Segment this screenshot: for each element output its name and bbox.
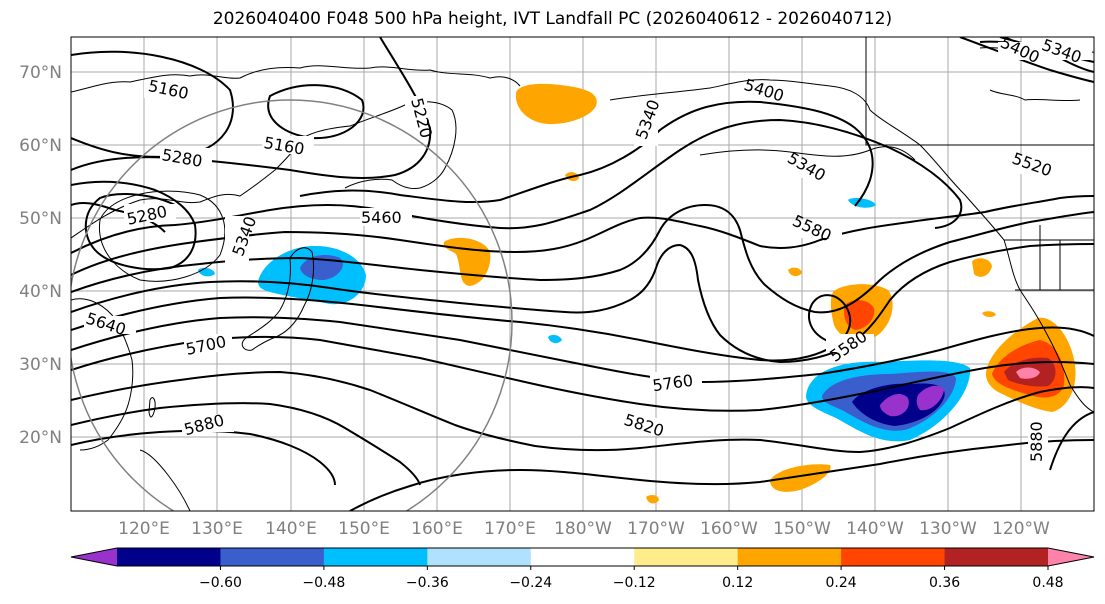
colorbar-extend-max <box>1048 548 1094 566</box>
lon-label: 180°W <box>554 519 612 539</box>
lat-label-30n: 30°N <box>19 355 62 375</box>
lat-label-50n: 50°N <box>19 209 62 229</box>
ivt-negative-subtropical-4 <box>880 394 909 417</box>
colorbar: −0.60 −0.48 −0.36 −0.24 −0.12 0.12 0.24 0.36 0.4… <box>70 547 1095 591</box>
longitude-labels: 120°E 130°E 140°E 150°E 160°E 170°E 180°… <box>118 519 1050 539</box>
lon-label: 120°W <box>992 519 1050 539</box>
colorbar-extend-min <box>71 548 117 566</box>
lon-label: 140°W <box>846 519 904 539</box>
colorbar-segment <box>841 548 946 566</box>
lon-label: 150°W <box>773 519 831 539</box>
ivt-negative-speck-2 <box>548 334 562 344</box>
ivt-positive-hawaii-east <box>770 464 831 492</box>
lon-label: 140°E <box>265 519 317 539</box>
lat-label-40n: 40°N <box>19 282 62 302</box>
contour-label: 5880 <box>1027 421 1046 462</box>
colorbar-tick-label: −0.60 <box>199 575 242 591</box>
lon-label: 170°W <box>627 519 685 539</box>
map-frame <box>70 36 1095 512</box>
colorbar-tick-label: −0.12 <box>613 575 656 591</box>
ivt-negative-subtropical-5 <box>916 385 944 411</box>
lon-label: 130°W <box>919 519 977 539</box>
colorbar-segment <box>220 548 325 566</box>
coastlines <box>71 37 1094 511</box>
colorbar-tick-label: 0.48 <box>1032 575 1063 591</box>
map-title: 2026040400 F048 500 hPa height, IVT Land… <box>212 9 893 29</box>
lon-label: 150°E <box>338 519 390 539</box>
ivt-positive-alaska <box>515 83 597 125</box>
lat-label-60n: 60°N <box>19 136 62 156</box>
ivt-positive-speck-3 <box>972 258 992 277</box>
colorbar-tick-label: 0.24 <box>826 575 857 591</box>
ivt-positive-speck-5 <box>982 311 996 318</box>
colorbar-segment <box>634 548 739 566</box>
lat-label-70n: 70°N <box>19 63 62 83</box>
latitude-labels: 70°N 60°N 50°N 40°N 30°N 20°N <box>19 63 62 448</box>
colorbar-tick-label: 0.36 <box>929 575 960 591</box>
analysis-region-circle <box>71 99 513 511</box>
colorbar-tick-label: −0.24 <box>509 575 552 591</box>
ivt-positive-central-core <box>844 300 875 330</box>
height-contours <box>71 37 1094 511</box>
lon-label: 170°E <box>484 519 536 539</box>
colorbar-tick-label: −0.48 <box>302 575 345 591</box>
colorbar-segment <box>323 548 428 566</box>
colorbar-segment <box>530 548 635 566</box>
contour-label: 5460 <box>361 208 402 227</box>
colorbar-segment <box>944 548 1049 566</box>
lon-label: 160°W <box>700 519 758 539</box>
ivt-positive-speck-4 <box>646 495 659 504</box>
lon-label: 130°E <box>191 519 243 539</box>
lon-label: 160°E <box>411 519 463 539</box>
ivt-positive-california-max <box>1016 367 1040 379</box>
colorbar-segment <box>117 548 221 566</box>
lat-label-20n: 20°N <box>19 428 62 448</box>
colorbar-tick-label: 0.12 <box>722 575 753 591</box>
colorbar-outline <box>70 547 1095 567</box>
colorbar-segment <box>427 548 532 566</box>
colorbar-segment <box>737 548 842 566</box>
lon-label: 120°E <box>118 519 170 539</box>
colorbar-tick-label: −0.36 <box>406 575 449 591</box>
ivt-positive-speck-2 <box>788 267 802 277</box>
